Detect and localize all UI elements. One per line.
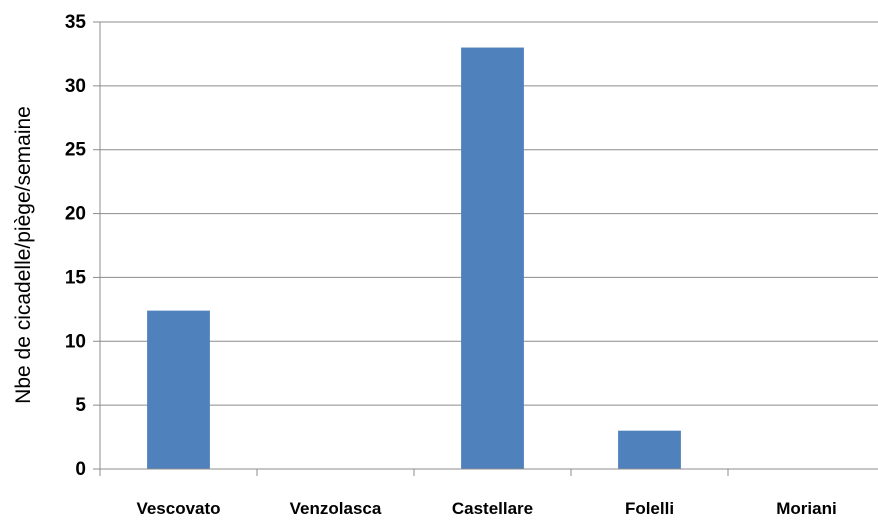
bars — [147, 47, 681, 470]
axes — [99, 22, 878, 476]
y-tick-label: 5 — [75, 395, 86, 416]
y-tick-label: 15 — [65, 267, 87, 288]
bar-vescovato — [147, 310, 210, 469]
bar-castellare — [461, 47, 524, 470]
x-tick-label: Folelli — [625, 499, 674, 518]
x-tick-labels: Vescovato Venzolasca Castellare Folelli Mori… — [136, 499, 836, 518]
y-tick-label: 20 — [65, 204, 86, 225]
y-tick-label: 0 — [75, 459, 86, 480]
y-tick-label: 35 — [65, 12, 87, 33]
bar-folelli — [618, 430, 681, 469]
y-tick-label: 10 — [65, 331, 86, 352]
x-tick-label: Castellare — [452, 499, 533, 518]
x-tick-label: Venzolasca — [290, 499, 382, 518]
y-tick-label: 25 — [65, 140, 87, 161]
x-tick-label: Vescovato — [136, 499, 220, 518]
x-tick-label: Moriani — [776, 499, 836, 518]
y-tick-labels: 0 5 10 15 20 25 30 35 — [65, 12, 87, 480]
y-tick-label: 30 — [65, 76, 86, 97]
y-axis-label: Nbe de cicadelle/piège/semaine — [12, 106, 35, 404]
